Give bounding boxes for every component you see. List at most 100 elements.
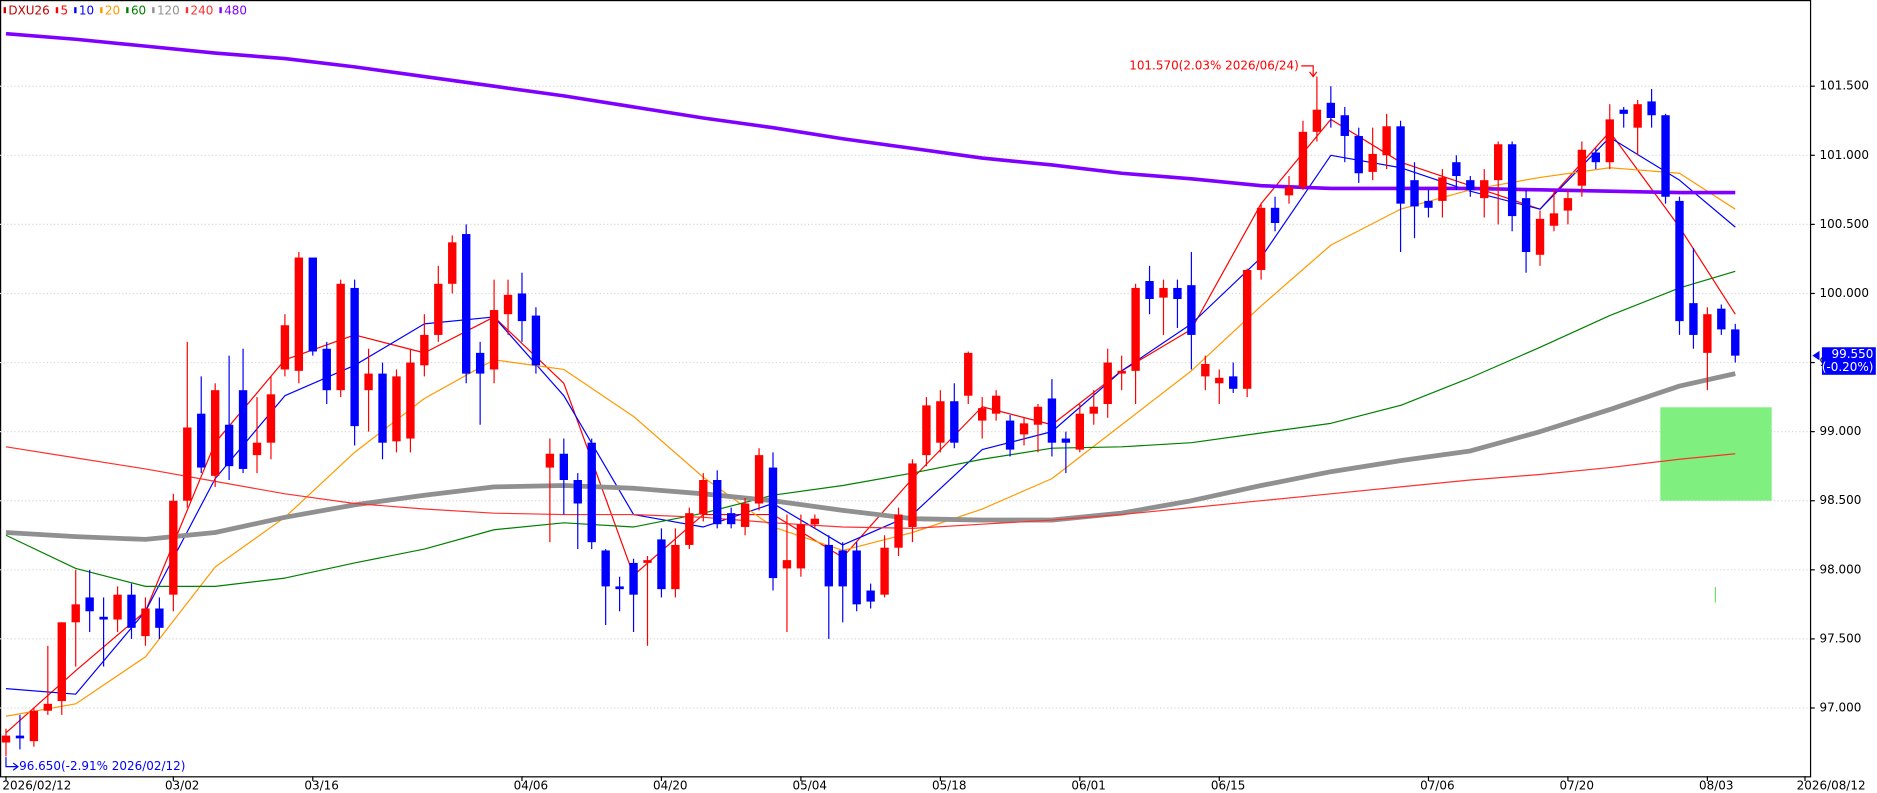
legend-swatch bbox=[185, 7, 189, 14]
candle-body bbox=[448, 242, 457, 284]
candle-body bbox=[1661, 115, 1670, 197]
candle-body bbox=[1507, 144, 1517, 217]
candle-body bbox=[1173, 287, 1182, 299]
candle-body bbox=[1703, 314, 1712, 353]
candle-body bbox=[880, 547, 889, 595]
x-tick-label: 2026/02/12 bbox=[2, 778, 71, 792]
candle-body bbox=[1675, 200, 1684, 322]
candle-body bbox=[1145, 281, 1154, 299]
candle-body bbox=[908, 463, 917, 527]
candle-body bbox=[922, 405, 931, 456]
candle-body bbox=[15, 735, 25, 739]
legend-swatch bbox=[100, 7, 103, 14]
candle-body bbox=[406, 362, 415, 439]
legend-swatch bbox=[152, 7, 155, 14]
candle-body bbox=[71, 604, 80, 623]
candle-body bbox=[685, 513, 694, 545]
candle-body bbox=[1577, 149, 1587, 186]
candle-body bbox=[713, 479, 722, 525]
candle-body bbox=[1647, 101, 1656, 116]
candle-body bbox=[615, 586, 624, 590]
candle-body bbox=[1298, 131, 1308, 188]
candle-body bbox=[1159, 287, 1168, 298]
candle-body bbox=[183, 427, 192, 501]
candle-body bbox=[43, 703, 53, 711]
candle-body bbox=[796, 524, 806, 569]
candle-body bbox=[57, 622, 66, 702]
candle-body bbox=[978, 408, 987, 421]
x-tick-label: 04/06 bbox=[514, 778, 548, 792]
candle-body bbox=[85, 597, 94, 612]
candle-body bbox=[964, 352, 973, 396]
candle-body bbox=[141, 608, 150, 637]
candle-body bbox=[1215, 377, 1224, 384]
candle-body bbox=[726, 513, 736, 525]
candle-body bbox=[1201, 363, 1210, 377]
x-tick-label: 03/16 bbox=[304, 778, 338, 792]
legend-label: 20 bbox=[105, 3, 120, 17]
candle-body bbox=[1410, 180, 1419, 207]
y-tick-label: 99.000 bbox=[1820, 424, 1862, 438]
candle-body bbox=[1340, 115, 1349, 136]
x-tick-label: 05/18 bbox=[932, 778, 966, 792]
candle-body bbox=[1033, 406, 1043, 425]
last-price-box bbox=[1821, 347, 1876, 375]
candle-body bbox=[545, 453, 555, 468]
last-price-arrow bbox=[1812, 350, 1820, 361]
candle-body bbox=[1005, 420, 1015, 450]
candle-body bbox=[1493, 144, 1503, 181]
candle-body bbox=[1368, 153, 1377, 172]
legend-label: 120 bbox=[157, 3, 180, 17]
candle-body bbox=[852, 550, 861, 605]
candle-body bbox=[210, 390, 220, 476]
candle-body bbox=[1605, 119, 1614, 163]
candle-body bbox=[266, 394, 276, 443]
candle-body bbox=[1229, 376, 1238, 389]
legend-label: 5 bbox=[61, 3, 69, 17]
candle-body bbox=[336, 283, 345, 391]
x-tick-label: 08/03 bbox=[1699, 778, 1733, 792]
candle-body bbox=[866, 590, 875, 602]
y-tick-label: 98.500 bbox=[1820, 493, 1862, 507]
candle-body bbox=[1256, 207, 1266, 270]
candle-body bbox=[1019, 423, 1029, 435]
high-arrow bbox=[1301, 65, 1318, 78]
legend-label: DXU26 bbox=[8, 3, 49, 17]
x-tick-label: 2026/08/12 bbox=[1797, 778, 1866, 792]
candle-body bbox=[1089, 406, 1098, 414]
candle-body bbox=[740, 503, 750, 527]
candle-body bbox=[1396, 126, 1405, 204]
candle-body bbox=[629, 562, 638, 595]
y-tick-label: 97.500 bbox=[1820, 631, 1862, 645]
candle-body bbox=[1717, 308, 1726, 330]
candle-body bbox=[1382, 126, 1391, 156]
y-tick-label: 98.000 bbox=[1820, 562, 1862, 576]
x-tick-label: 07/20 bbox=[1560, 778, 1594, 792]
legend-swatch bbox=[74, 7, 77, 14]
candle-body bbox=[573, 479, 582, 504]
candle-body bbox=[238, 390, 248, 469]
candle-body bbox=[782, 560, 792, 569]
candle-body bbox=[1521, 198, 1531, 253]
y-tick-label: 100.500 bbox=[1820, 217, 1869, 231]
candle-body bbox=[475, 352, 485, 374]
last-price-label: 99.550 bbox=[1832, 347, 1874, 361]
candle-body bbox=[1354, 135, 1363, 174]
candle-body bbox=[699, 479, 708, 515]
candle-body bbox=[559, 453, 569, 480]
candle-body bbox=[392, 376, 401, 442]
ma-line bbox=[5, 446, 1736, 529]
candle-body bbox=[754, 455, 764, 504]
candle-body bbox=[1466, 180, 1475, 190]
candle-body bbox=[657, 539, 666, 590]
candle-body bbox=[489, 310, 499, 370]
y-tick-label: 101.000 bbox=[1820, 148, 1869, 162]
candle-body bbox=[1187, 285, 1196, 335]
candle-body bbox=[838, 550, 847, 587]
ma-line bbox=[5, 31, 1736, 195]
last-price-change: (-0.20%) bbox=[1822, 360, 1874, 374]
candle-body bbox=[1452, 162, 1461, 177]
candle-body bbox=[1563, 198, 1573, 211]
